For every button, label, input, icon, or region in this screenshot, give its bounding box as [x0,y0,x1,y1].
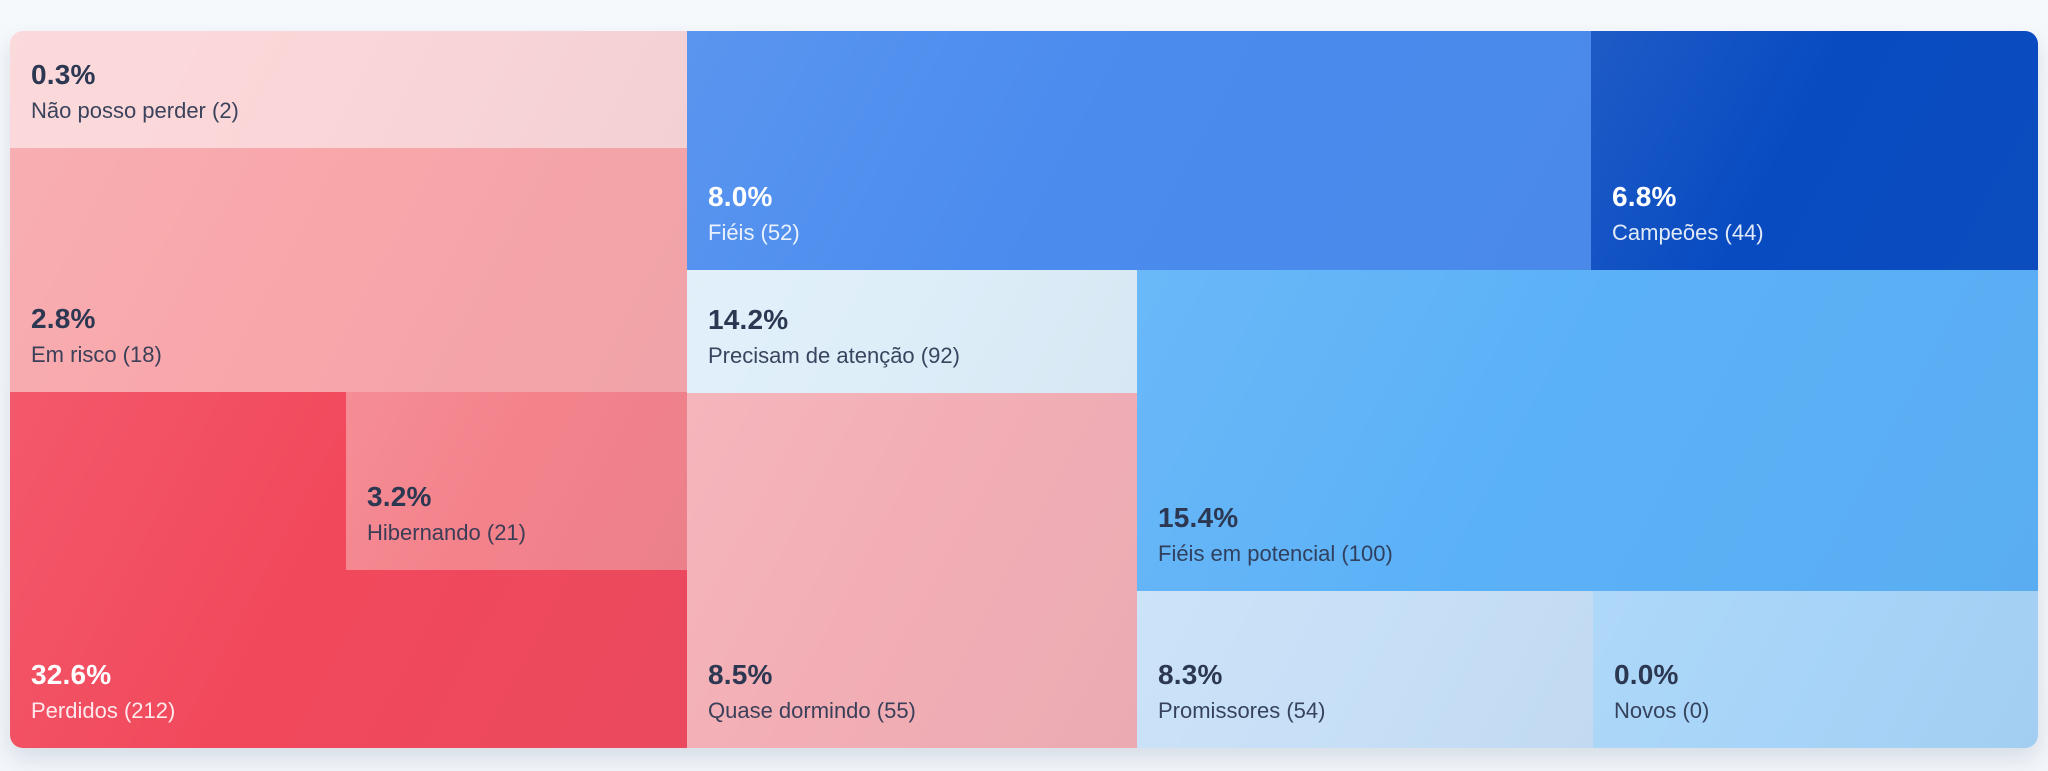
tile-label: Novos (0) [1614,698,1710,723]
tile-label: Campeões (44) [1612,220,1764,245]
tile-label: Em risco (18) [31,342,162,367]
tile-percent: 8.0% [708,181,773,212]
tile-text: 6.8% Campeões (44) [1612,181,1764,246]
tile-text: 8.3% Promissores (54) [1158,659,1325,724]
treemap-tile-hibernando[interactable]: 3.2% Hibernando (21) [346,392,687,570]
treemap-tile-quase-dormindo[interactable]: 8.5% Quase dormindo (55) [687,393,1137,748]
treemap-tile-nao-posso-perder[interactable]: 0.3% Não posso perder (2) [10,31,687,148]
tile-text: 32.6% Perdidos (212) [31,659,175,724]
tile-percent: 8.3% [1158,659,1223,690]
tile-text: 0.0% Novos (0) [1614,659,1709,724]
tile-percent: 3.2% [367,481,432,512]
tile-percent: 32.6% [31,659,112,690]
tile-text: 14.2% Precisam de atenção (92) [708,304,960,369]
treemap-tile-promissores[interactable]: 8.3% Promissores (54) [1137,591,1593,748]
tile-label: Promissores (54) [1158,698,1326,723]
tile-percent: 0.3% [31,59,96,90]
tile-text: 0.3% Não posso perder (2) [31,59,239,124]
tile-percent: 0.0% [1614,659,1679,690]
tile-text: 8.0% Fiéis (52) [708,181,800,246]
tile-label: Não posso perder (2) [31,98,239,123]
tile-percent: 14.2% [708,304,789,335]
tile-text: 2.8% Em risco (18) [31,303,162,368]
treemap-tile-precisam-de-atencao[interactable]: 14.2% Precisam de atenção (92) [687,270,1137,393]
tile-label: Fiéis em potencial (100) [1158,541,1393,566]
tile-percent: 6.8% [1612,181,1677,212]
tile-percent: 15.4% [1158,502,1239,533]
tile-label: Fiéis (52) [708,220,800,245]
treemap-tile-fieis[interactable]: 8.0% Fiéis (52) [687,31,1591,270]
tile-label: Perdidos (212) [31,698,176,723]
tile-text: 15.4% Fiéis em potencial (100) [1158,502,1393,567]
tile-percent: 8.5% [708,659,773,690]
treemap-tile-em-risco[interactable]: 2.8% Em risco (18) [10,148,687,392]
treemap-tile-fieis-em-potencial[interactable]: 15.4% Fiéis em potencial (100) [1137,270,2038,591]
treemap-tile-novos[interactable]: 0.0% Novos (0) [1593,591,2038,748]
tile-text: 3.2% Hibernando (21) [367,481,526,546]
tile-label: Hibernando (21) [367,520,526,545]
tile-percent: 2.8% [31,303,96,334]
treemap-tile-campeoes[interactable]: 6.8% Campeões (44) [1591,31,2038,270]
tile-label: Quase dormindo (55) [708,698,916,723]
tile-label: Precisam de atenção (92) [708,343,960,368]
rfm-treemap-chart: 0.3% Não posso perder (2) 2.8% Em risco (18… [10,31,2038,748]
tile-text: 8.5% Quase dormindo (55) [708,659,916,724]
